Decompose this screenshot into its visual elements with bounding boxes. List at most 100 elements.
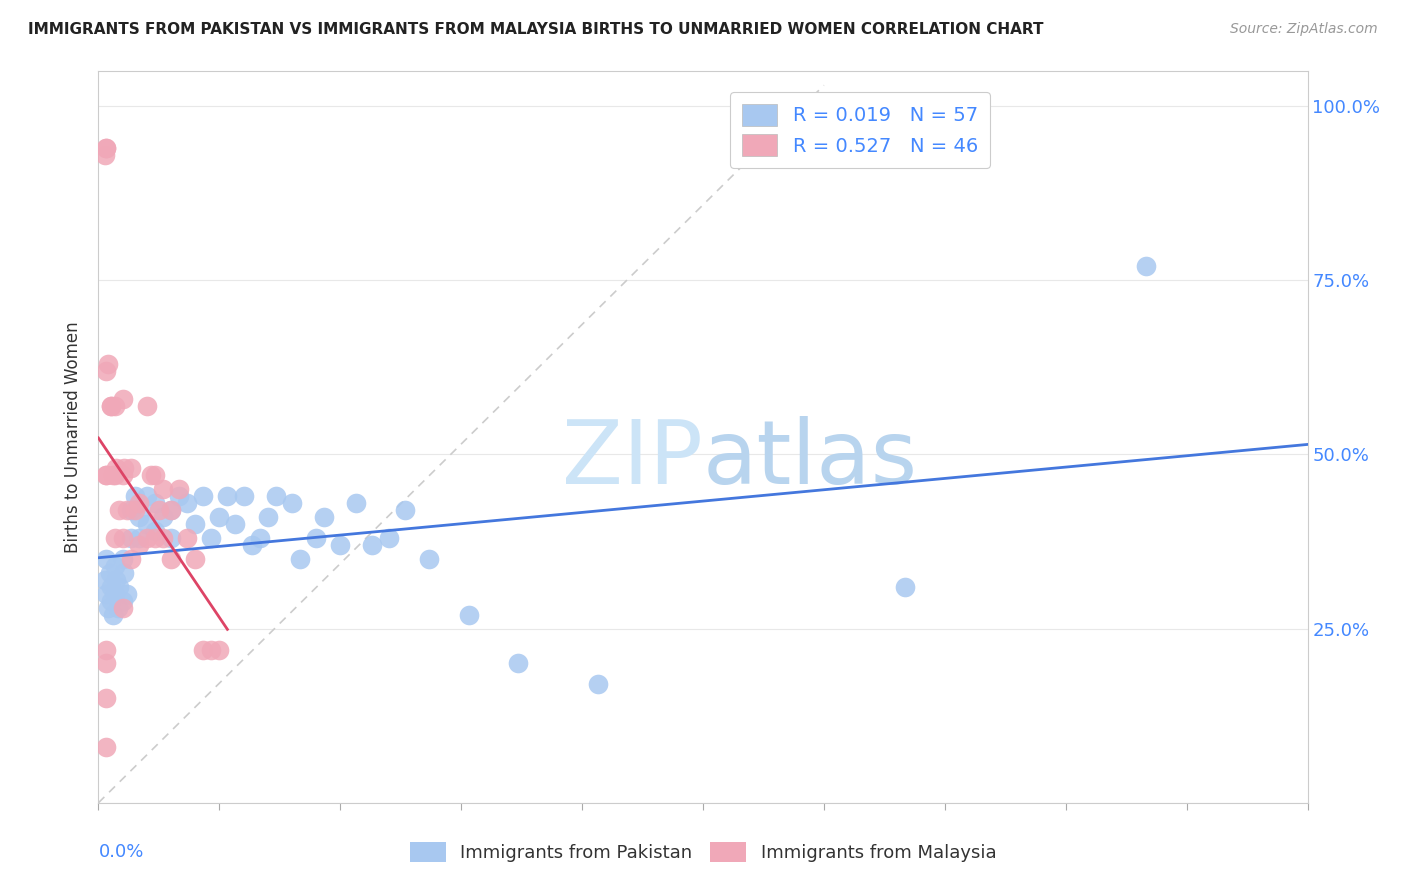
Point (101, 468, 124, 483)
Point (120, 531, 142, 545)
Point (111, 600, 134, 615)
Point (111, 552, 134, 566)
Point (232, 489, 254, 503)
Point (128, 510, 150, 524)
Point (100, 399, 122, 413)
Point (100, 399, 122, 413)
Point (135, 531, 157, 545)
Point (100, 594, 122, 608)
Point (314, 510, 336, 524)
Point (98, 566, 121, 580)
Point (152, 483, 174, 497)
Point (240, 538, 263, 552)
Point (107, 503, 129, 517)
Point (105, 461, 128, 475)
Point (281, 496, 304, 510)
Point (103, 558, 125, 573)
Point (264, 489, 287, 503)
Point (1135, 260, 1157, 274)
Point (176, 496, 198, 510)
Point (124, 489, 146, 503)
Text: Source: ZipAtlas.com: Source: ZipAtlas.com (1230, 22, 1378, 37)
Point (176, 531, 198, 545)
Point (143, 531, 166, 545)
Point (506, 657, 529, 671)
Point (893, 580, 915, 594)
Point (115, 503, 138, 517)
Point (361, 538, 384, 552)
Point (96, 141, 118, 155)
Point (167, 483, 190, 497)
Point (94, 573, 117, 587)
Point (305, 531, 328, 545)
Text: 0.0%: 0.0% (98, 843, 143, 861)
Point (160, 531, 183, 545)
Point (96, 552, 118, 566)
Point (96, 691, 118, 706)
Point (115, 587, 138, 601)
Point (135, 399, 157, 413)
Point (458, 607, 481, 622)
Point (97, 357, 120, 371)
Point (135, 489, 157, 503)
Point (208, 642, 231, 657)
Legend: R = 0.019   N = 57, R = 0.527   N = 46: R = 0.019 N = 57, R = 0.527 N = 46 (730, 92, 990, 168)
Point (96, 141, 118, 155)
Point (111, 392, 134, 406)
Point (249, 531, 271, 545)
Point (200, 642, 222, 657)
Point (193, 489, 215, 503)
Point (94, 587, 117, 601)
Point (377, 531, 399, 545)
Point (184, 517, 207, 532)
Point (96, 364, 118, 378)
Point (139, 468, 162, 483)
Point (128, 496, 150, 510)
Point (160, 503, 183, 517)
Point (103, 531, 125, 545)
Point (105, 573, 128, 587)
Text: IMMIGRANTS FROM PAKISTAN VS IMMIGRANTS FROM MALAYSIA BIRTHS TO UNMARRIED WOMEN C: IMMIGRANTS FROM PAKISTAN VS IMMIGRANTS F… (28, 22, 1043, 37)
Point (418, 552, 440, 566)
Point (167, 489, 190, 503)
Point (586, 677, 609, 691)
Point (143, 524, 166, 538)
Point (96, 468, 118, 483)
Point (256, 510, 278, 524)
Text: atlas: atlas (703, 416, 918, 502)
Point (111, 531, 134, 545)
Point (96, 740, 118, 755)
Point (112, 461, 135, 475)
Point (160, 503, 183, 517)
Point (96, 468, 118, 483)
Point (97, 600, 120, 615)
Point (103, 399, 125, 413)
Point (288, 552, 311, 566)
Point (200, 531, 222, 545)
Point (124, 503, 146, 517)
Point (111, 468, 134, 483)
Point (96, 642, 118, 657)
Legend: Immigrants from Pakistan, Immigrants from Malaysia: Immigrants from Pakistan, Immigrants fro… (402, 834, 1004, 870)
Point (103, 468, 125, 483)
Point (135, 517, 157, 532)
Point (120, 503, 142, 517)
Point (148, 503, 170, 517)
Point (143, 496, 166, 510)
Point (394, 503, 416, 517)
Point (152, 510, 174, 524)
Point (108, 580, 131, 594)
Point (107, 600, 129, 615)
Y-axis label: Births to Unmarried Women: Births to Unmarried Women (65, 321, 83, 553)
Point (224, 517, 246, 532)
Point (112, 566, 135, 580)
Point (160, 552, 183, 566)
Point (344, 496, 367, 510)
Point (128, 538, 150, 552)
Point (94, 148, 117, 162)
Point (152, 531, 174, 545)
Point (101, 607, 124, 622)
Point (208, 510, 231, 524)
Text: ZIP: ZIP (562, 416, 703, 502)
Point (120, 461, 142, 475)
